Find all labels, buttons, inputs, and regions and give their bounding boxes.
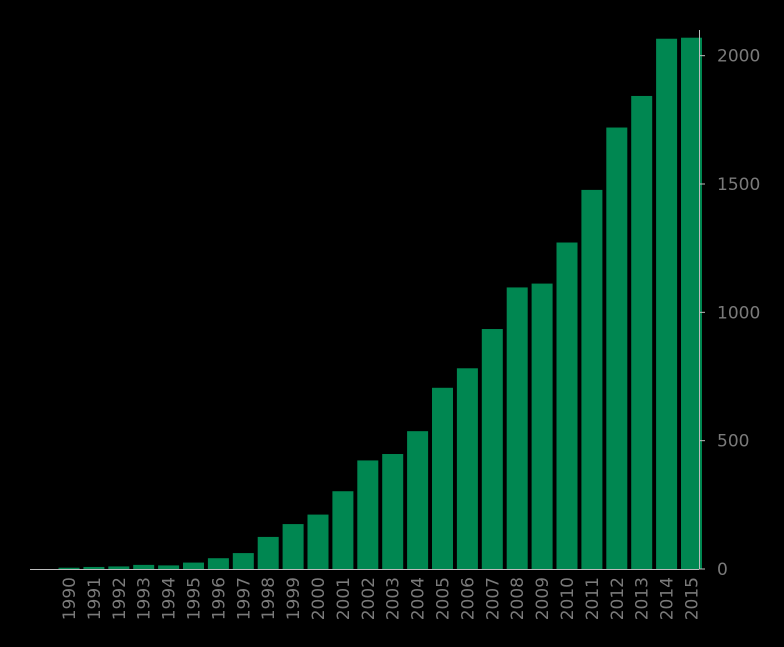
bar-2008 [506, 287, 528, 569]
x-tick-label-2013: 2013 [633, 577, 653, 620]
bar-2001 [332, 491, 354, 569]
x-tick-label-2004: 2004 [409, 577, 429, 620]
x-tick-label-2009: 2009 [533, 577, 553, 620]
bar-1996 [207, 558, 229, 569]
bar-2006 [456, 368, 478, 569]
bars-group [58, 37, 702, 570]
bar-2000 [307, 514, 329, 569]
x-tick-label-2003: 2003 [384, 577, 404, 620]
y-tick-label-1500: 1500 [717, 175, 760, 195]
bar-2004 [407, 431, 429, 569]
bar-2011 [581, 189, 603, 569]
x-axis: 1990 1991 1992 1993 1994 1995 1996 1997 1998 1999… [30, 569, 703, 620]
x-tick-label-2015: 2015 [683, 577, 703, 620]
bar-2014 [656, 38, 678, 570]
x-tick-label-1990: 1990 [60, 577, 80, 620]
bar-2012 [606, 127, 628, 569]
bar-1994 [158, 565, 180, 569]
bar-2009 [531, 283, 553, 569]
x-tick-label-2008: 2008 [508, 577, 528, 620]
x-tick-label-2002: 2002 [359, 577, 379, 620]
x-tick-label-2007: 2007 [483, 577, 503, 620]
bar-2005 [432, 387, 453, 569]
x-tick-label-1999: 1999 [284, 577, 304, 620]
x-tick-label-1997: 1997 [234, 577, 254, 620]
bar-2003 [382, 454, 404, 569]
y-tick-label-2000: 2000 [717, 47, 760, 67]
x-tick-label-2005: 2005 [434, 577, 454, 620]
x-tick-label-2012: 2012 [608, 577, 628, 620]
bar-2010 [556, 242, 578, 569]
y-tick-label-1000: 1000 [717, 303, 760, 323]
x-tick-label-1994: 1994 [160, 577, 180, 620]
x-tick-label-2014: 2014 [658, 577, 678, 620]
bar-1995 [183, 562, 204, 569]
y-tick-label-0: 0 [717, 560, 728, 580]
bar-1991 [83, 566, 105, 569]
bar-1999 [282, 524, 304, 569]
x-tick-label-1996: 1996 [209, 577, 229, 620]
bar-1992 [108, 566, 130, 569]
bar-1997 [232, 553, 254, 569]
bar-1993 [133, 564, 155, 569]
x-tick-label-1991: 1991 [85, 577, 105, 620]
bar-1990 [58, 567, 80, 569]
x-tick-label-2011: 2011 [583, 577, 603, 620]
x-tick-label-1993: 1993 [135, 577, 155, 620]
y-axis: 0 500 1000 1500 2000 [699, 30, 760, 580]
bar-2013 [631, 95, 653, 570]
bar-2007 [481, 329, 503, 569]
y-tick-label-500: 500 [717, 432, 749, 452]
bar-1998 [257, 536, 279, 569]
x-tick-label-1998: 1998 [259, 577, 279, 620]
x-tick-label-2006: 2006 [458, 577, 478, 620]
x-tick-label-1992: 1992 [110, 577, 130, 620]
x-tick-label-2000: 2000 [309, 577, 329, 620]
x-tick-label-2001: 2001 [334, 577, 354, 620]
bar-2002 [357, 460, 379, 569]
bar-2015 [681, 37, 702, 569]
x-tick-label-1995: 1995 [185, 577, 205, 620]
x-tick-label-2010: 2010 [558, 577, 578, 620]
